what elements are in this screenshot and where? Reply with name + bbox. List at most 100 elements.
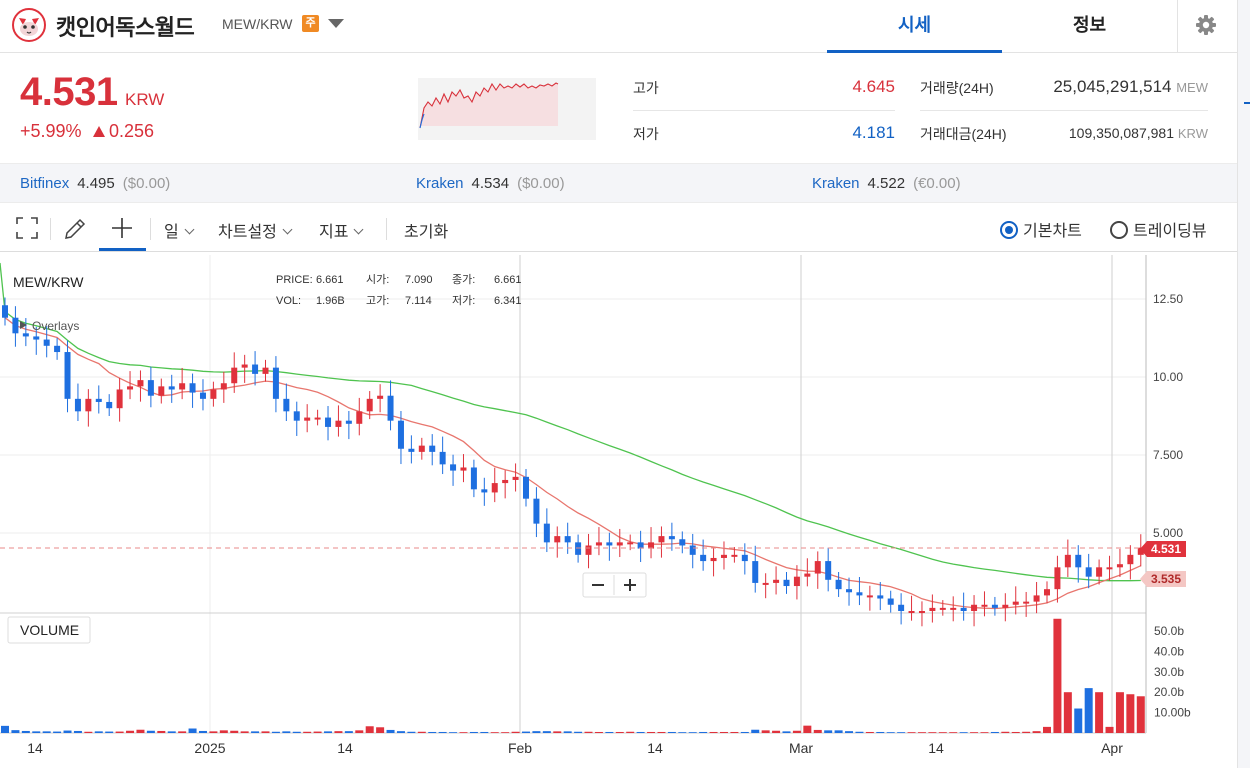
indicators-menu[interactable]: 지표 [319, 218, 364, 242]
candle-body [887, 598, 894, 605]
candle-body [658, 536, 665, 543]
divider [633, 110, 895, 111]
candle-body [366, 398, 373, 412]
volume-bar [417, 731, 426, 733]
trading-pair: MEW/KRW [222, 16, 293, 32]
exchange-item[interactable]: Bitfinex 4.495 ($0.00) [20, 175, 170, 192]
candle-body [1096, 567, 1103, 577]
volume-bar [1074, 708, 1083, 733]
tab-info[interactable]: 정보 [1072, 15, 1107, 35]
candle-body [74, 398, 81, 412]
top-bar: 캣인어독스월드 MEW/KRW 주 시세 정보 [0, 0, 1237, 53]
candle-body [814, 561, 821, 574]
volume-bar [563, 731, 572, 733]
candle-body [512, 476, 519, 480]
candle-body [1106, 567, 1113, 570]
candle-body [627, 542, 634, 545]
volume-bar [615, 731, 624, 733]
chart-settings-menu[interactable]: 차트설정 [218, 218, 293, 242]
volume-bar [740, 731, 749, 733]
chevron-down-icon [282, 224, 293, 235]
candle-body [991, 604, 998, 608]
exchange-name: Bitfinex [20, 175, 70, 192]
coin-select-dropdown-icon[interactable] [328, 19, 344, 28]
coin-name: 캣인어독스월드 [56, 15, 195, 40]
candle-body [116, 389, 123, 409]
candle-body [960, 607, 967, 611]
volume-bar [1011, 731, 1020, 733]
interval-label: 일 [164, 224, 179, 241]
radio-unchecked-icon [1110, 221, 1128, 239]
pencil-icon[interactable] [63, 217, 87, 241]
candle-body [241, 364, 248, 368]
candle-body [283, 398, 290, 412]
fullscreen-icon[interactable] [16, 217, 38, 239]
price-axis-label: 5.000 [1153, 526, 1183, 540]
candle-body [491, 483, 498, 493]
settings-button[interactable] [1177, 0, 1235, 53]
volume-bar [313, 731, 322, 733]
reset-button[interactable]: 초기화 [404, 224, 449, 241]
volume-bar [1136, 696, 1145, 733]
volume-bar [261, 731, 270, 733]
candle-body [147, 380, 154, 396]
candle-body [356, 411, 363, 424]
volume-bar [626, 731, 635, 733]
candle-body [12, 317, 19, 334]
radio-basic-chart[interactable]: 기본차트 [1000, 217, 1082, 241]
volume-bar [1105, 726, 1114, 733]
candle-body [450, 464, 457, 471]
tab-price[interactable]: 시세 [827, 0, 1002, 53]
change-amount: 0.256 [93, 121, 154, 142]
exchange-item[interactable]: Kraken 4.522 (€0.00) [812, 175, 961, 192]
price-axis-label: 12.50 [1153, 292, 1183, 306]
exchange-item[interactable]: Kraken 4.534 ($0.00) [416, 175, 565, 192]
volume-bar [542, 731, 551, 733]
candle-body [575, 542, 582, 555]
x-axis-label: 14 [647, 740, 663, 756]
price-axis-label: 10.00 [1153, 370, 1183, 384]
candle-body [595, 542, 602, 546]
candle-body [1085, 567, 1092, 577]
radio-label: 트레이딩뷰 [1133, 223, 1207, 240]
ohlc-info-text: 6.661 [316, 274, 344, 286]
volume-bar [365, 726, 374, 733]
candle-body [429, 445, 436, 452]
volume-bar [970, 732, 979, 733]
volume-bar [688, 732, 697, 733]
volume-bar [876, 731, 885, 733]
candle-body [418, 445, 425, 452]
volume-bar [532, 731, 541, 733]
interval-select[interactable]: 일 [164, 218, 195, 242]
candle-body [1023, 601, 1030, 604]
radio-tradingview[interactable]: 트레이딩뷰 [1110, 217, 1207, 241]
candle-body [679, 539, 686, 546]
chart-settings-label: 차트설정 [218, 224, 277, 241]
ohlc-info-text: 1.96B [316, 295, 345, 307]
candle-body [43, 339, 50, 346]
candle-body [168, 386, 175, 390]
candle-body [106, 401, 113, 409]
candle-body [877, 595, 884, 599]
volume-bar [219, 730, 228, 733]
volume-bar [886, 732, 895, 733]
volume-bar [938, 732, 947, 733]
volume-label: 거래량(24H) [920, 80, 994, 96]
candle-body [64, 352, 71, 399]
candle-body [345, 420, 352, 424]
candle-body [783, 579, 790, 587]
candle-body [710, 557, 717, 562]
volume-bar [21, 730, 30, 733]
candle-body [950, 607, 957, 610]
change-amount-value: 0.256 [109, 121, 155, 141]
side-scroll-strip [1237, 0, 1250, 768]
exchange-name: Kraken [812, 175, 860, 192]
x-axis-label: Mar [789, 740, 813, 756]
candlestick-chart[interactable]: 12.50 10.00 7.500 5.000 50.0b 40.0b 30.0b 20.0b… [0, 255, 1237, 768]
volume-bar [667, 731, 676, 733]
price-chart-area[interactable]: 12.50 10.00 7.500 5.000 50.0b 40.0b 30.0b 20.0b… [0, 255, 1237, 768]
volume-bar [1022, 731, 1031, 733]
crosshair-icon[interactable] [110, 217, 134, 239]
volume-bar [407, 731, 416, 733]
candle-body [793, 576, 800, 587]
